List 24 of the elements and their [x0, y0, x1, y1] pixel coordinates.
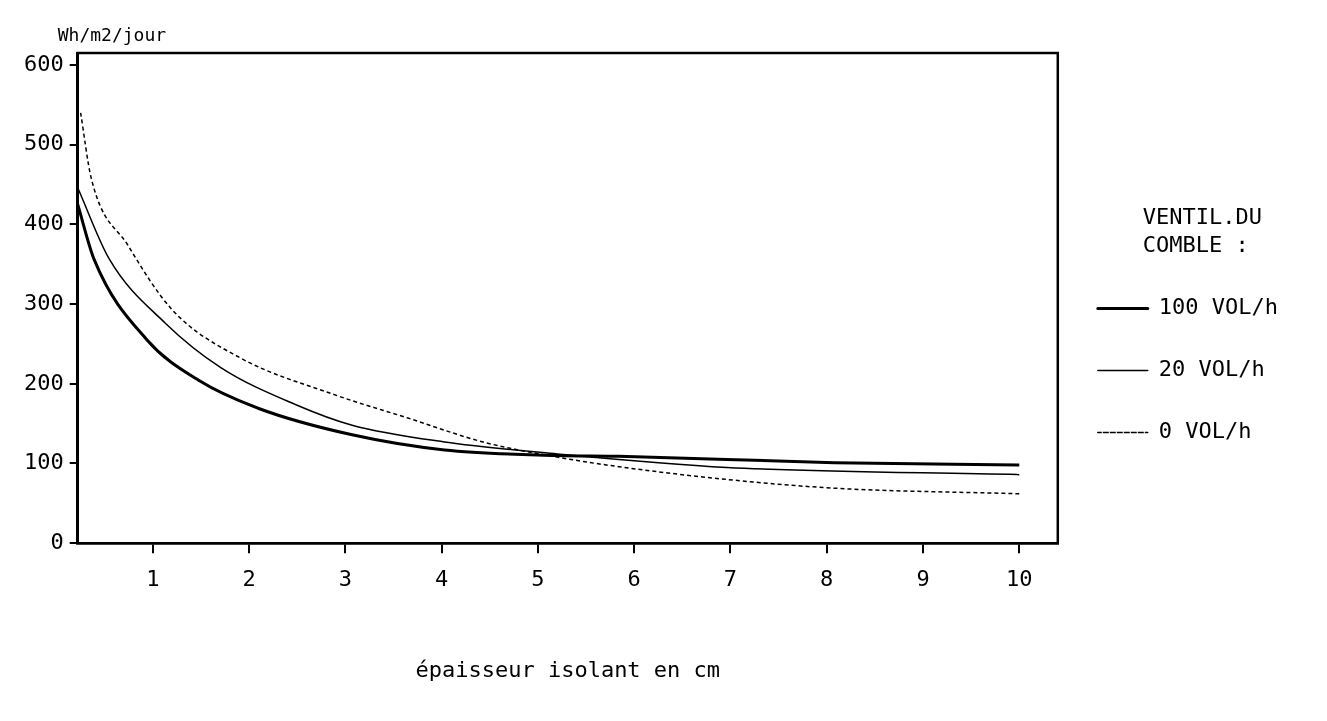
x-tick-label: 8	[820, 566, 834, 592]
x-tick-label: 10	[1006, 566, 1033, 592]
x-tick-label: 6	[627, 566, 641, 592]
y-tick-label: 0	[50, 528, 64, 554]
line-series	[79, 112, 1021, 495]
x-axis-title: épaisseur isolant en cm	[415, 656, 721, 682]
x-tick-label: 1	[146, 566, 160, 592]
x-tick-label: 3	[338, 566, 352, 592]
x-tick-label: 2	[242, 566, 256, 592]
legend-label: 20 VOL/h	[1158, 356, 1265, 382]
x-tick-label: 7	[723, 566, 738, 592]
y-axis-title: Wh/m2/jour	[57, 23, 167, 45]
legend-label: 100 VOL/h	[1158, 294, 1279, 320]
x-tick-label: 9	[916, 566, 930, 592]
y-tick-label: 500	[23, 130, 64, 156]
x-tick-label: 5	[531, 566, 545, 592]
legend-label: 0 VOL/h	[1158, 418, 1252, 444]
y-tick-label: 100	[23, 449, 64, 475]
legend-title: VENTIL.DU COMBLE :	[1142, 204, 1263, 258]
x-tick-label: 4	[435, 566, 449, 592]
y-tick-label: 200	[23, 369, 64, 395]
y-tick-label: 400	[23, 210, 64, 236]
y-tick-label: 600	[23, 50, 64, 76]
y-tick-label: 300	[23, 289, 64, 315]
